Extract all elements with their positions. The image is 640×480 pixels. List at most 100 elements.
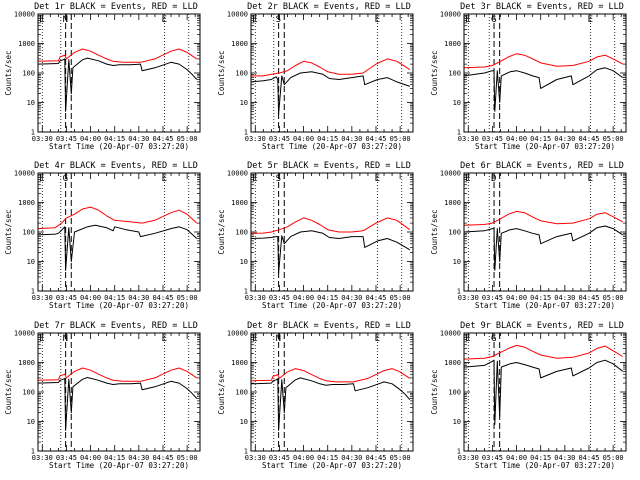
y-tick-label: 10000 [227, 11, 248, 19]
x-tick-label: 04:30 [341, 294, 362, 302]
y-tick-label: 10 [453, 258, 461, 266]
y-tick-label: 1 [457, 129, 461, 137]
y-tick-label: 10 [453, 418, 461, 426]
x-tick-label: 04:15 [104, 135, 125, 143]
y-tick-label: 10000 [14, 330, 35, 338]
marker-label: G [491, 15, 496, 25]
y-tick-label: 100 [235, 229, 248, 237]
y-tick-label: 10000 [440, 330, 461, 338]
x-tick-label: 04:30 [128, 454, 149, 462]
y-tick-label: 1000 [444, 40, 461, 48]
x-tick-label: 04:15 [530, 294, 551, 302]
x-axis-label: Start Time (20-Apr-07 03:27:20) [262, 142, 402, 151]
marker-label: S [276, 15, 281, 25]
series-lld-line [463, 344, 624, 360]
y-tick-label: 10 [240, 99, 248, 107]
y-tick-label: 100 [235, 389, 248, 397]
marker-label: E [588, 15, 593, 25]
series-events-line [37, 377, 198, 431]
x-tick-label: 05:00 [390, 135, 411, 143]
x-tick-label: 04:30 [554, 135, 575, 143]
y-axis-label: Counts/sec [217, 369, 226, 414]
series-lld-line [37, 367, 198, 382]
panel-title: Det 2r BLACK = Events, RED = LLD [247, 2, 411, 12]
x-tick-label: 04:15 [530, 454, 551, 462]
y-tick-label: 1 [244, 288, 248, 296]
marker-label: E [465, 174, 470, 184]
plot-frame [250, 332, 414, 452]
marker-label: E [375, 334, 380, 344]
x-tick-label: 05:00 [603, 454, 624, 462]
panel-title: Det 8r BLACK = Events, RED = LLD [247, 321, 411, 331]
x-tick-label: 04:45 [152, 135, 173, 143]
x-tick-label: 04:45 [365, 294, 386, 302]
panel-title: Det 4r BLACK = Events, RED = LLD [34, 161, 198, 171]
x-tick-label: 04:00 [506, 454, 527, 462]
x-tick-label: 04:30 [554, 454, 575, 462]
x-tick-label: 05:00 [603, 135, 624, 143]
plot-frame [463, 13, 627, 133]
x-tick-label: 03:30 [245, 294, 266, 302]
chart-panel-9: Det 9r BLACK = Events, RED = LLD 1 10 100 10… [430, 321, 627, 470]
series-lld-line [463, 53, 624, 69]
x-tick-label: 03:30 [245, 454, 266, 462]
x-axis-label: Start Time (20-Apr-07 03:27:20) [262, 301, 402, 310]
marker-label: E [162, 174, 167, 184]
y-tick-label: 1000 [18, 359, 35, 367]
marker-label: G [491, 334, 496, 344]
y-tick-label: 1000 [444, 199, 461, 207]
chart-panel-2: Det 2r BLACK = Events, RED = LLD 1 10 100 10… [217, 2, 414, 151]
y-axis-label: Counts/sec [430, 209, 439, 254]
y-tick-label: 100 [448, 389, 461, 397]
x-tick-label: 03:45 [56, 454, 77, 462]
chart-panel-8: Det 8r BLACK = Events, RED = LLD 1 10 100 10… [217, 321, 414, 470]
x-tick-label: 04:15 [317, 135, 338, 143]
marker-label: E [252, 15, 257, 25]
y-tick-label: 10 [27, 99, 35, 107]
series-lld-line [251, 58, 411, 77]
y-axis-label: Counts/sec [4, 369, 13, 414]
x-tick-label: 03:45 [482, 294, 503, 302]
x-tick-label: 03:45 [482, 135, 503, 143]
x-tick-label: 03:45 [269, 454, 290, 462]
y-tick-label: 1 [31, 288, 35, 296]
marker-label: E [375, 174, 380, 184]
y-tick-label: 1000 [18, 40, 35, 48]
marker-label: G [63, 174, 68, 184]
x-axis-label: Start Time (20-Apr-07 03:27:20) [475, 142, 615, 151]
marker-label: E [39, 174, 44, 184]
x-tick-label: 04:00 [506, 135, 527, 143]
x-axis-label: Start Time (20-Apr-07 03:27:20) [475, 461, 615, 470]
marker-label: E [39, 334, 44, 344]
plot-frame [37, 13, 201, 133]
x-axis-label: Start Time (20-Apr-07 03:27:20) [262, 461, 402, 470]
y-tick-label: 10 [27, 418, 35, 426]
x-tick-label: 04:00 [80, 294, 101, 302]
x-tick-label: 04:45 [578, 454, 599, 462]
x-tick-label: 04:00 [293, 454, 314, 462]
x-tick-label: 04:00 [293, 135, 314, 143]
x-tick-label: 04:45 [365, 135, 386, 143]
y-axis-label: Counts/sec [4, 209, 13, 254]
y-tick-label: 10 [453, 99, 461, 107]
x-tick-label: 05:00 [177, 294, 198, 302]
chart-panel-7: Det 7r BLACK = Events, RED = LLD 1 10 100 10… [4, 321, 201, 470]
marker-label: N [63, 334, 68, 344]
plot-frame [250, 13, 414, 133]
y-tick-label: 1000 [18, 199, 35, 207]
x-tick-label: 04:00 [506, 294, 527, 302]
marker-label: E [588, 334, 593, 344]
y-axis-label: Counts/sec [217, 50, 226, 95]
panel-title: Det 6r BLACK = Events, RED = LLD [460, 161, 624, 171]
x-tick-label: 04:15 [317, 294, 338, 302]
series-events-line [250, 71, 410, 115]
marker-label: N [276, 334, 281, 344]
y-tick-label: 10000 [440, 170, 461, 178]
y-tick-label: 10 [240, 418, 248, 426]
x-tick-label: 03:30 [458, 135, 479, 143]
x-tick-label: 04:30 [554, 294, 575, 302]
marker-label: D [491, 174, 496, 184]
x-tick-label: 03:30 [32, 135, 53, 143]
series-events-line [250, 377, 411, 431]
